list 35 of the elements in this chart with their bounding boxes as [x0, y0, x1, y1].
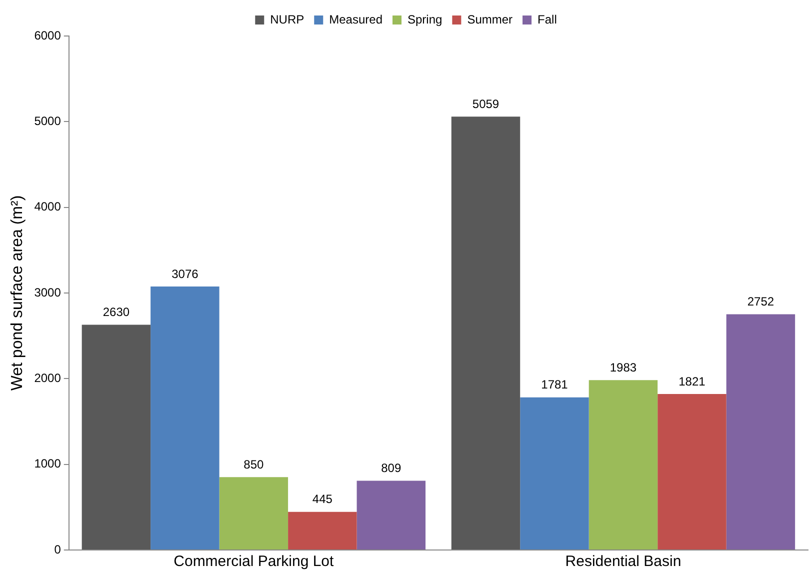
- data-label: 1781: [541, 378, 568, 392]
- legend-label: Fall: [538, 12, 557, 26]
- data-label: 1821: [678, 374, 706, 388]
- data-label: 2630: [102, 305, 130, 320]
- data-label: 5059: [472, 96, 500, 111]
- bar: [150, 286, 220, 550]
- x-tick-label: Residential Basin: [565, 553, 682, 570]
- y-tick-label: 3000: [34, 285, 62, 300]
- y-tick-label: 0: [54, 542, 62, 556]
- bar: [219, 477, 288, 550]
- legend-label: Spring: [408, 12, 442, 26]
- bar: [726, 314, 796, 550]
- data-label: 850: [244, 457, 264, 472]
- bar: [588, 380, 658, 550]
- data-label: 809: [381, 461, 402, 476]
- bar: [288, 512, 357, 550]
- data-label: 2752: [747, 294, 774, 309]
- bar: [356, 480, 426, 550]
- legend-label: Summer: [467, 12, 513, 26]
- bar: [82, 324, 151, 550]
- legend-label: Measured: [329, 12, 383, 26]
- bar: [658, 394, 726, 550]
- legend-label: NURP: [270, 12, 304, 26]
- y-tick-label: 5000: [34, 114, 62, 128]
- data-label: 445: [312, 492, 333, 506]
- x-tick-label: Commercial Parking Lot: [174, 553, 335, 570]
- bar: [520, 397, 589, 550]
- y-tick-label: 1000: [34, 456, 62, 471]
- y-tick-label: 4000: [34, 200, 62, 214]
- data-label: 3076: [172, 266, 199, 281]
- y-tick-label: 2000: [34, 370, 62, 385]
- data-label: 1983: [610, 360, 637, 374]
- y-tick-label: 6000: [34, 28, 62, 42]
- bar: [451, 116, 520, 550]
- y-axis-title: Wet pond surface area (m²): [9, 195, 26, 391]
